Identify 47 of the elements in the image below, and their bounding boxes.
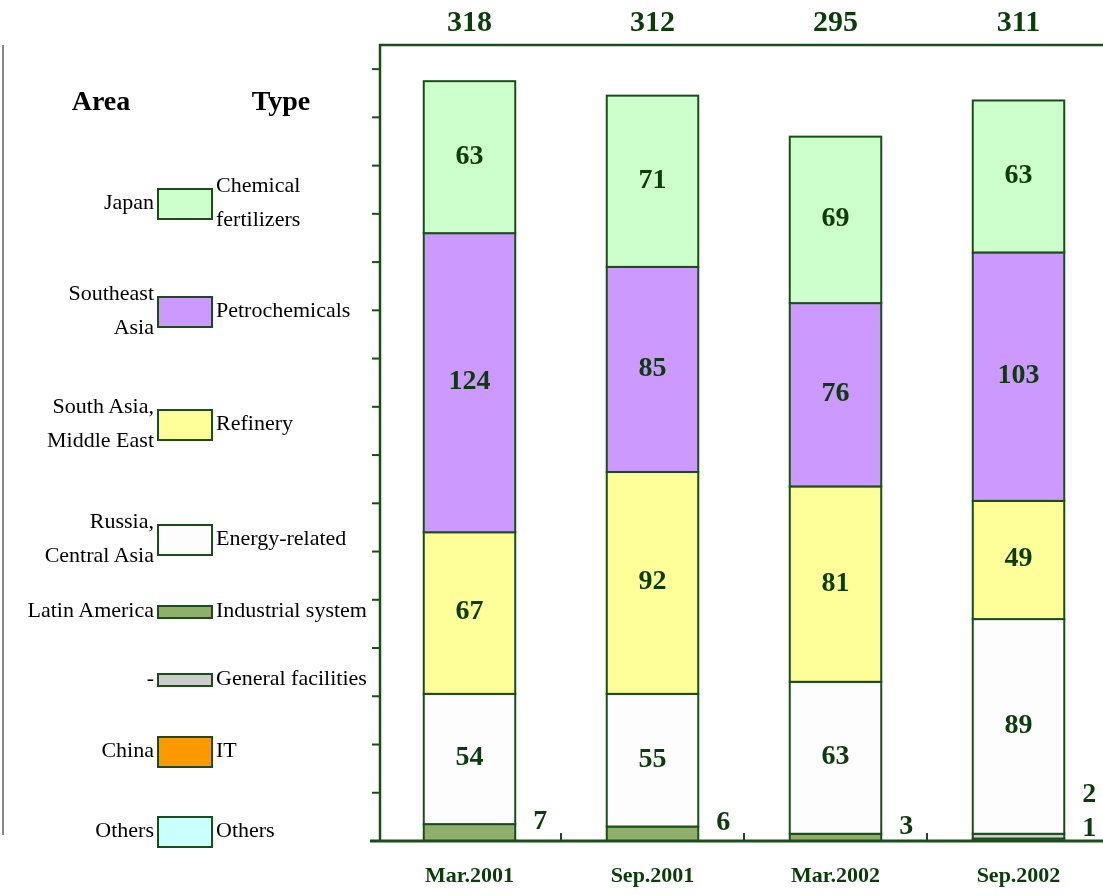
- text: 312: [630, 3, 675, 37]
- text: Southeast Asia: [68, 280, 155, 340]
- text: 295: [813, 3, 858, 37]
- data-label: 103: [997, 358, 1040, 390]
- data-label: 124: [448, 364, 491, 396]
- data-label: 67: [455, 594, 484, 626]
- data-label: 54: [455, 740, 484, 772]
- data-label: 76: [821, 376, 850, 408]
- x-tick-label: Mar.2001: [424, 862, 515, 888]
- data-label: 7: [533, 803, 548, 835]
- legend-title: Type: [251, 85, 311, 117]
- legend-label: Refinery: [216, 410, 293, 436]
- text: South Asia, Middle East: [47, 393, 154, 453]
- legend-label: Others: [216, 817, 275, 843]
- text: Latin America: [27, 597, 155, 623]
- text: Japan: [103, 189, 154, 215]
- legend-label: Petrochemicals: [216, 297, 351, 323]
- legend-label: General facilities: [216, 665, 367, 691]
- data-label: 63: [821, 739, 850, 771]
- x-tick-label: Sep.2002: [976, 862, 1061, 888]
- data-label: 71: [638, 162, 667, 194]
- text: Area: [71, 85, 131, 117]
- data-label: 92: [638, 564, 667, 596]
- x-tick-label: Mar.2002: [790, 862, 881, 888]
- text: 311: [996, 3, 1041, 37]
- data-label: 69: [821, 201, 850, 233]
- text: Russia, Central Asia: [44, 508, 155, 568]
- data-label: 89: [1004, 707, 1033, 739]
- data-label: 85: [638, 350, 667, 382]
- data-label: 63: [455, 138, 484, 170]
- text: 318: [447, 3, 492, 37]
- legend-label: Energy-related: [216, 525, 347, 551]
- data-label: 1: [1082, 811, 1097, 843]
- data-label: 63: [1004, 157, 1033, 189]
- data-label: 81: [821, 565, 850, 597]
- text: China: [101, 737, 155, 763]
- legend-label: IT: [216, 737, 238, 763]
- data-label: 3: [899, 808, 914, 840]
- text: -: [146, 665, 154, 691]
- data-label: 55: [638, 741, 667, 773]
- x-tick-label: Sep.2001: [610, 862, 695, 888]
- data-label: 2: [1082, 777, 1097, 809]
- data-label: 6: [716, 805, 731, 837]
- legend-label: Industrial system: [216, 597, 367, 623]
- data-label: 49: [1004, 541, 1033, 573]
- legend-label: Chemical fertilizers: [216, 172, 301, 232]
- text: Others: [95, 817, 154, 843]
